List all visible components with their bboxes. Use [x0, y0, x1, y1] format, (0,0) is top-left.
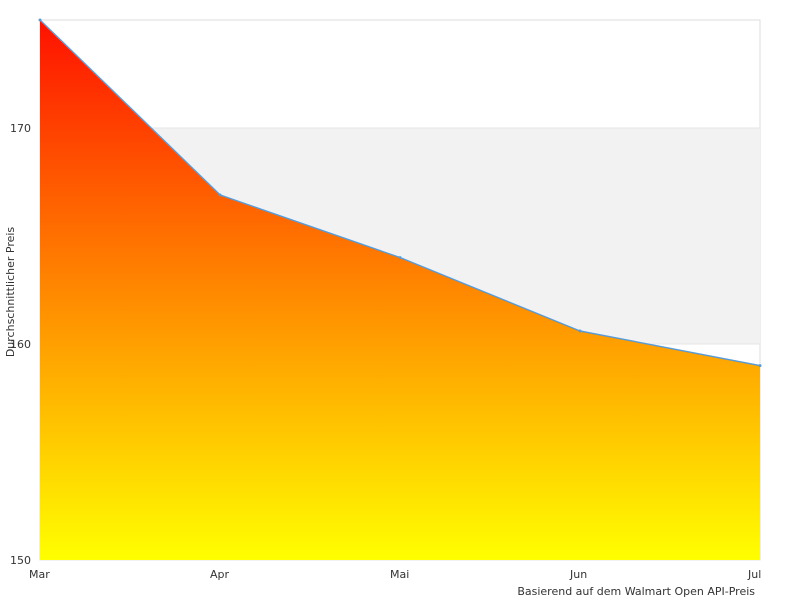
data-point-jul[interactable] — [758, 364, 762, 368]
x-axis-ticks: Mar Apr Mai Jun Jul — [29, 568, 761, 581]
data-point-apr[interactable] — [218, 193, 222, 197]
data-point-jun[interactable] — [578, 329, 582, 333]
x-tick-label: Mar — [29, 568, 50, 581]
data-point-mai[interactable] — [398, 256, 402, 260]
y-tick-label: 170 — [10, 122, 31, 135]
x-tick-label: Jul — [747, 568, 761, 581]
area-fill — [40, 20, 760, 560]
x-tick-label: Jun — [569, 568, 587, 581]
y-tick-label: 150 — [10, 554, 31, 567]
y-tick-label: 160 — [10, 338, 31, 351]
data-point-mar[interactable] — [38, 18, 42, 22]
x-tick-label: Apr — [210, 568, 230, 581]
x-tick-label: Mai — [390, 568, 409, 581]
y-axis-ticks: 150 160 170 — [10, 122, 31, 567]
data-points — [38, 18, 762, 368]
y-axis-title: Durchschnittlicher Preis — [4, 227, 17, 358]
source-note: Basierend auf dem Walmart Open API-Preis — [517, 585, 755, 598]
